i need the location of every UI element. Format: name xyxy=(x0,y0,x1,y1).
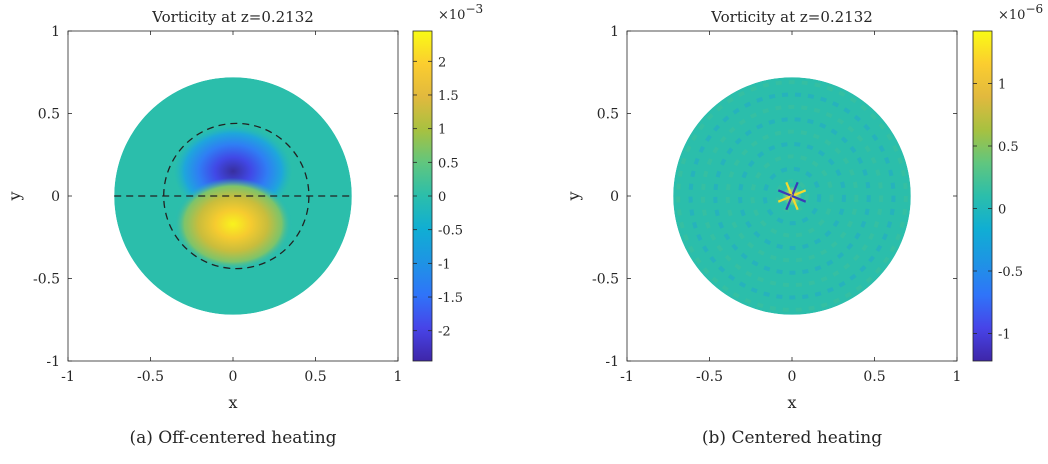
ripple-ring xyxy=(762,166,822,226)
y-axis-label: y xyxy=(564,191,583,201)
ripple-ring xyxy=(775,179,809,213)
y-tick-label: -0.5 xyxy=(592,272,619,288)
colorbar-tick-label: -1.5 xyxy=(438,291,463,306)
star-ray xyxy=(790,195,799,211)
x-tick-label: -0.5 xyxy=(696,369,723,385)
ripple-ring xyxy=(676,80,908,312)
ripple-pattern xyxy=(676,80,908,312)
star-ray xyxy=(777,194,793,203)
x-tick-label: 0 xyxy=(229,369,238,385)
central-star xyxy=(777,181,807,211)
ripple-ring xyxy=(713,117,871,275)
x-axis-label: x xyxy=(787,393,796,412)
y-tick-label: 1 xyxy=(51,24,60,40)
panel-centered: Vorticity at z=0.2132 -1 -0.5 0 0.5 1 -1 -0.5 0 0… xyxy=(564,2,1043,448)
star-ray xyxy=(791,189,807,198)
colorbar-tick-label: 0.5 xyxy=(998,140,1019,155)
ripple-ring xyxy=(725,129,859,263)
panel-off-centered: Vorticity at z=0.2132 -1 -0.5 0 0.5 1 -1 -0.5 0 0… xyxy=(5,2,483,448)
y-tick-label: 1 xyxy=(610,24,619,40)
ripple-ring xyxy=(750,154,834,238)
star-ray xyxy=(777,189,793,198)
figure-caption: (a) Off-centered heating xyxy=(129,428,336,448)
colorbar-tick-label: -2 xyxy=(438,325,451,340)
colorbar-multiplier-base: ×10 xyxy=(438,8,465,23)
y-tick-label: -0.5 xyxy=(33,272,60,288)
x-tick-label: 0.5 xyxy=(304,369,326,385)
star-ray xyxy=(785,195,794,211)
x-axis-label: x xyxy=(228,393,237,412)
ripple-ring xyxy=(700,104,884,288)
x-tick-label: 0 xyxy=(788,369,797,385)
colorbar-tick-label: 0 xyxy=(998,203,1006,218)
chart-title: Vorticity at z=0.2132 xyxy=(151,8,314,26)
colorbar-multiplier: ×10−6 xyxy=(998,2,1043,23)
y-tick-label: 0.5 xyxy=(597,107,619,123)
colorbar-tick-label: -0.5 xyxy=(438,224,463,239)
colorbar-tick-label: 1 xyxy=(438,123,446,138)
x-tick-label: -0.5 xyxy=(137,369,164,385)
colorbar-multiplier: ×10−3 xyxy=(438,2,483,23)
colorbar: 2 1.5 1 0.5 0 -0.5 -1 -1.5 -2 ×10−3 xyxy=(412,2,483,362)
y-tick-label: 0 xyxy=(51,189,60,205)
colorbar-tick-label: 0.5 xyxy=(438,156,459,171)
colorbar-gradient xyxy=(972,30,993,362)
colorbar-multiplier-base: ×10 xyxy=(998,8,1025,23)
colorbar-tick-label: 1.5 xyxy=(438,89,459,104)
star-ray xyxy=(790,181,799,197)
colorbar: 1 0.5 0 -0.5 -1 ×10−6 xyxy=(972,2,1043,362)
figure-caption: (b) Centered heating xyxy=(702,428,882,448)
x-tick-label: -1 xyxy=(620,369,634,385)
ripple-ring xyxy=(738,142,846,250)
colorbar-tick-label: 0 xyxy=(438,190,446,205)
colorbar-tick-label: -1 xyxy=(438,257,451,272)
vorticity-field xyxy=(114,77,352,315)
x-tick-label: 1 xyxy=(394,369,403,385)
colorbar-tick-label: 1 xyxy=(998,78,1006,93)
star-ray xyxy=(785,181,794,197)
x-tick-label: 0.5 xyxy=(863,369,885,385)
positive-vortex-lobe xyxy=(173,177,293,271)
star-ray xyxy=(791,194,807,203)
colorbar-tick-label: 2 xyxy=(438,55,446,70)
y-tick-label: -1 xyxy=(605,354,619,370)
colorbar-multiplier-exponent: −3 xyxy=(465,2,483,16)
vorticity-field xyxy=(673,77,911,315)
colorbar-tick-label: -0.5 xyxy=(998,265,1023,280)
y-axis-label: y xyxy=(5,191,24,201)
colorbar-tick-label: -1 xyxy=(998,328,1011,343)
y-tick-label: -1 xyxy=(46,354,60,370)
colorbar-multiplier-exponent: −6 xyxy=(1025,2,1043,16)
y-tick-label: 0.5 xyxy=(38,107,60,123)
chart-title: Vorticity at z=0.2132 xyxy=(710,8,873,26)
ripple-ring xyxy=(688,92,896,300)
x-tick-label: -1 xyxy=(61,369,75,385)
y-tick-label: 0 xyxy=(610,189,619,205)
x-tick-label: 1 xyxy=(953,369,962,385)
